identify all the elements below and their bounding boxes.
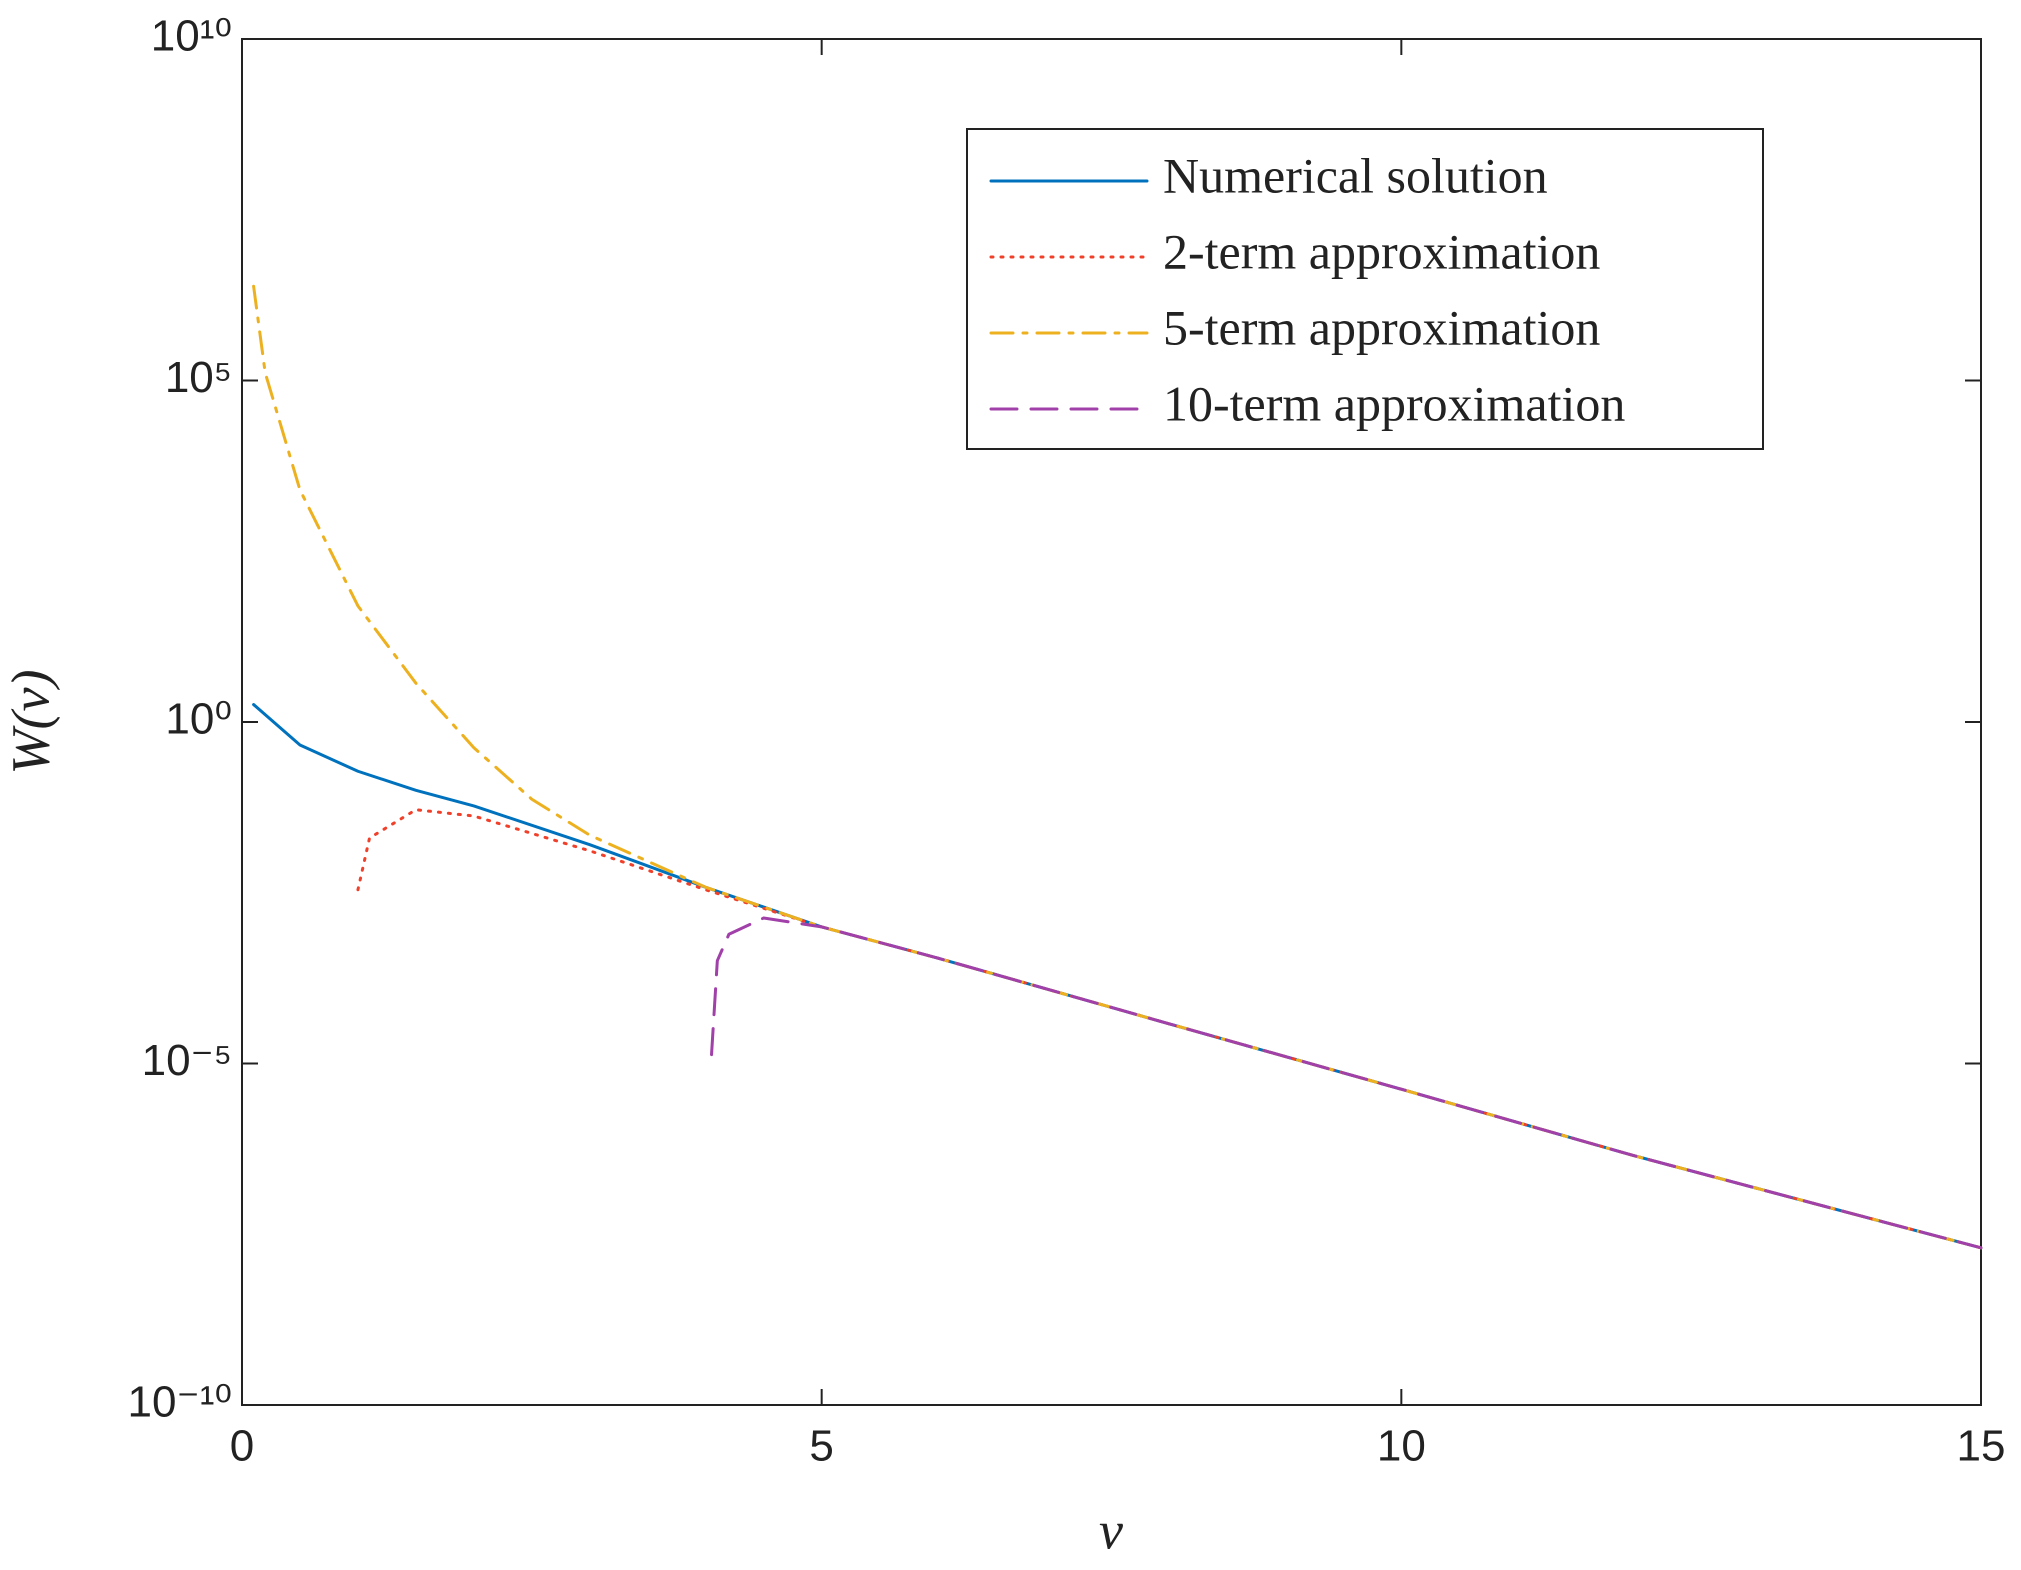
y-tick-label: 10⁻⁵	[142, 1036, 232, 1085]
y-tick-label: 10⁰	[165, 695, 232, 744]
series-line	[252, 703, 1983, 1250]
series-line	[710, 916, 1983, 1250]
x-tick-label: 0	[230, 1422, 254, 1471]
x-tick-label: 10	[1377, 1422, 1426, 1471]
y-tick-label: 10⁻¹⁰	[128, 1378, 232, 1427]
legend-label: Numerical solution	[1163, 147, 1548, 203]
y-axis-label: W(v)	[0, 670, 60, 775]
x-tick-label: 5	[809, 1422, 833, 1471]
legend-label: 2-term approximation	[1163, 223, 1600, 279]
x-tick-label: 15	[1957, 1422, 2006, 1471]
legend-label: 10-term approximation	[1163, 375, 1625, 431]
x-axis-label: v	[1099, 1500, 1123, 1560]
legend-label: 5-term approximation	[1163, 299, 1600, 355]
y-tick-label: 10⁵	[165, 353, 232, 402]
y-tick-label: 10¹⁰	[151, 12, 232, 61]
